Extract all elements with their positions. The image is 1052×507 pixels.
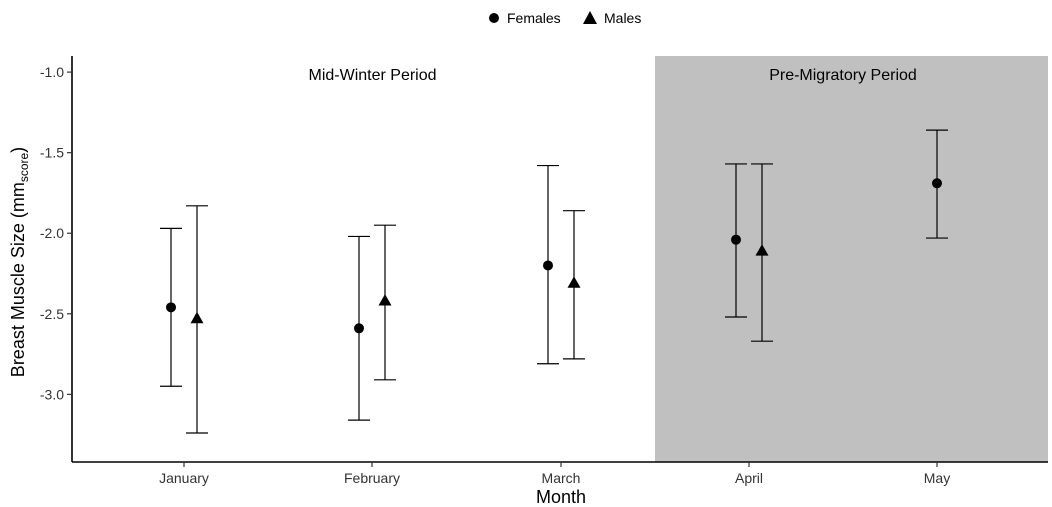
legend-triangle-icon <box>583 11 597 24</box>
y-tick-label-4: -1.0 <box>40 64 64 80</box>
period-label-0: Mid-Winter Period <box>308 67 436 84</box>
legend-circle-icon <box>489 13 499 23</box>
point-females-january <box>166 302 176 313</box>
point-males-april <box>755 244 769 256</box>
y-axis-title-main: Breast Muscle Size (mm <box>8 182 28 377</box>
x-tick-label-may: May <box>924 470 950 486</box>
legend-label-males: Males <box>604 10 641 26</box>
period-label-1: Pre-Migratory Period <box>769 67 917 84</box>
y-tick-label-3: -1.5 <box>40 145 64 161</box>
point-males-january <box>190 311 204 324</box>
point-females-march <box>543 260 553 271</box>
y-axis-title: Breast Muscle Size (mmscore) <box>8 147 31 377</box>
legend-label-females: Females <box>507 10 561 26</box>
y-tick-label-1: -2.5 <box>40 306 64 322</box>
y-axis-title-subscript: score <box>17 152 31 182</box>
point-males-february <box>378 294 392 306</box>
legend: Females Males <box>489 10 641 26</box>
point-females-may <box>932 178 942 189</box>
pre-migratory-shade <box>655 56 1048 462</box>
point-females-april <box>731 234 741 245</box>
y-tick-label-2: -2.0 <box>40 225 64 241</box>
x-tick-label-january: January <box>159 470 209 486</box>
x-tick-label-february: February <box>344 470 400 486</box>
x-tick-label-march: March <box>542 470 581 486</box>
point-males-march <box>567 276 581 288</box>
y-tick-label-0: -3.0 <box>40 386 64 402</box>
point-females-february <box>354 323 364 334</box>
y-axis-title-close: ) <box>8 147 28 153</box>
x-axis-title: Month <box>536 487 586 507</box>
x-tick-label-april: April <box>735 470 763 486</box>
